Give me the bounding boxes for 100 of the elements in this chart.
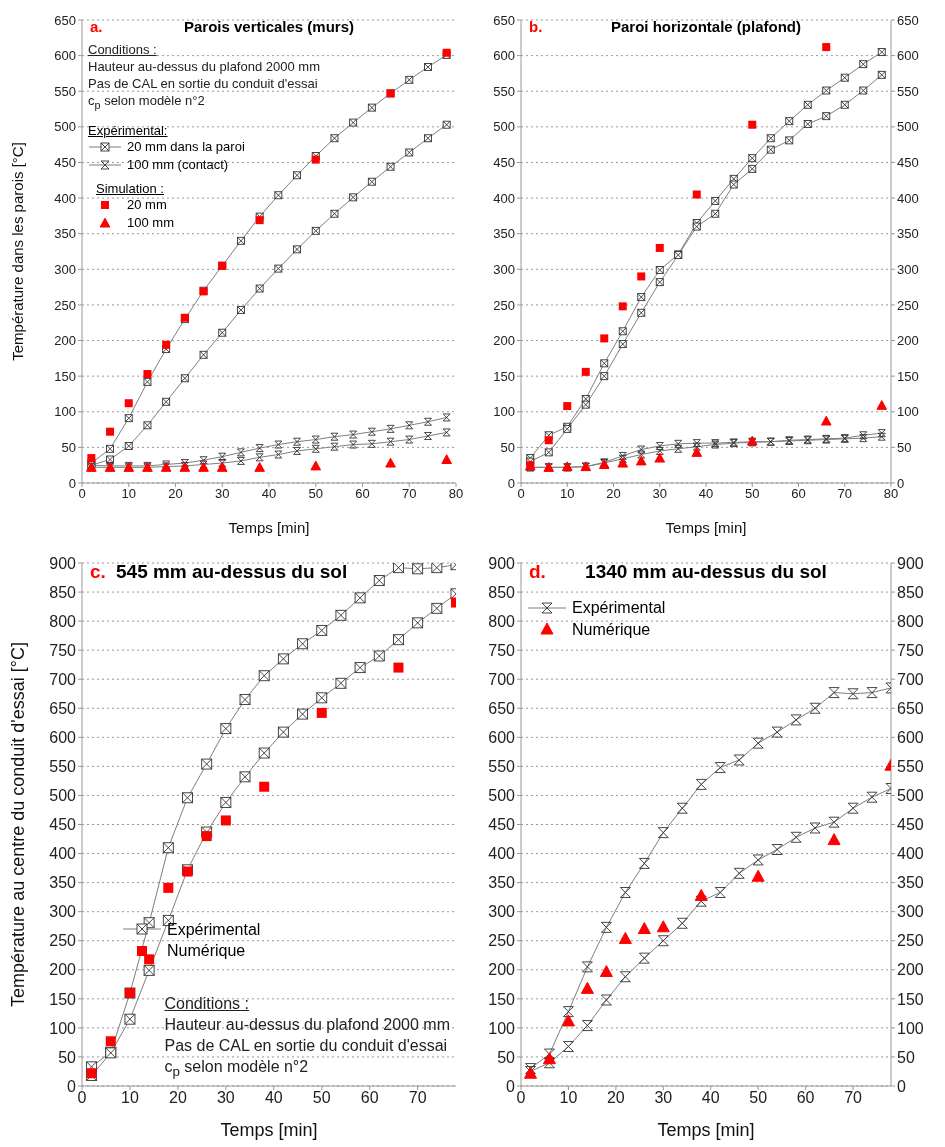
y-tick-label: 300 <box>493 261 515 277</box>
y-tick-label: 450 <box>49 816 77 834</box>
y2-tick-label: 450 <box>897 816 924 834</box>
y-tick-label: 50 <box>500 440 515 455</box>
y-tick-label: 650 <box>488 699 516 717</box>
y-tick-label: 450 <box>493 155 515 171</box>
x-tick-label: 80 <box>448 486 464 502</box>
y-tick-label: 100 <box>49 1019 77 1037</box>
y-tick-label: 550 <box>488 758 516 776</box>
y2-tick-label: 800 <box>897 612 924 630</box>
y-tick-label: 250 <box>54 297 76 313</box>
y-tick-label: 500 <box>49 787 77 805</box>
y-tick-label: 350 <box>493 226 515 242</box>
y-tick-label: 400 <box>488 845 516 863</box>
x-tick-label: 10 <box>121 486 136 502</box>
y-tick-label: 750 <box>49 641 77 659</box>
y-tick-label: 500 <box>488 787 516 805</box>
x-axis-title: Temps [min] <box>220 1120 318 1140</box>
annotation: Expérimental: <box>88 123 169 139</box>
y2-tick-label: 200 <box>897 961 924 979</box>
y2-tick-label: 150 <box>897 990 924 1008</box>
annotation: Pas de CAL en sortie du conduit d'essai <box>88 75 319 93</box>
y2-tick-label: 650 <box>897 699 924 717</box>
y-tick-label: 900 <box>49 554 77 572</box>
x-tick-label: 10 <box>560 486 575 502</box>
y2-tick-label: 550 <box>897 83 919 99</box>
y-axis-title: Température dans les parois [°C] <box>9 142 27 361</box>
y-tick-label: 850 <box>49 583 77 601</box>
x-tick-label: 50 <box>308 486 323 502</box>
x-tick-label: 40 <box>264 1089 283 1107</box>
chart-title: Parois verticales (murs) <box>183 18 355 35</box>
y-tick-label: 550 <box>54 83 76 99</box>
y-tick-label: 400 <box>493 190 515 206</box>
x-tick-label: 40 <box>701 1089 720 1107</box>
y-tick-label: 0 <box>506 1077 516 1095</box>
y-tick-label: 250 <box>488 932 516 950</box>
annotation: Pas de CAL en sortie du conduit d'essai <box>164 1035 449 1056</box>
x-tick-label: 20 <box>168 486 183 502</box>
y-tick-label: 50 <box>61 440 76 455</box>
y-tick-label: 300 <box>488 903 516 921</box>
y2-tick-label: 700 <box>897 670 924 688</box>
x-tick-label: 30 <box>652 486 667 502</box>
y-tick-label: 150 <box>493 368 515 384</box>
y2-tick-label: 250 <box>897 932 924 950</box>
legend-label: 100 mm <box>127 213 174 232</box>
x-tick-label: 70 <box>408 1089 427 1107</box>
y2-tick-label: 350 <box>897 226 919 242</box>
x-tick-label: 80 <box>883 486 899 502</box>
annotation: Simulation : <box>96 181 165 197</box>
y2-tick-label: 500 <box>897 119 919 135</box>
annotation: b. <box>529 18 543 35</box>
y-tick-label: 600 <box>493 48 515 64</box>
y2-tick-label: 850 <box>897 583 924 601</box>
y2-tick-label: 50 <box>897 440 912 455</box>
x-tick-label: 10 <box>121 1089 139 1107</box>
y-tick-label: 500 <box>54 119 76 135</box>
x-tick-label: 50 <box>745 486 760 502</box>
x-tick-label: 60 <box>796 1089 815 1107</box>
y-tick-label: 250 <box>493 297 515 313</box>
y2-tick-label: 550 <box>897 758 924 776</box>
y2-tick-label: 600 <box>897 48 919 64</box>
y-tick-label: 300 <box>49 903 77 921</box>
legend-label: 20 mm <box>127 196 167 214</box>
y-tick-label: 600 <box>54 48 76 64</box>
x-tick-label: 70 <box>402 486 417 502</box>
x-tick-label: 50 <box>749 1089 768 1107</box>
y-tick-label: 350 <box>54 226 76 242</box>
y-tick-label: 0 <box>507 475 515 491</box>
annotation: c$_{p}$ selon modèle n°2 <box>164 1056 310 1080</box>
y-tick-label: 100 <box>493 404 515 420</box>
legend-label: 20 mm dans la paroi <box>127 138 245 156</box>
x-tick-label: 40 <box>261 486 277 502</box>
y-tick-label: 800 <box>488 612 516 630</box>
y-tick-label: 550 <box>493 83 515 99</box>
y-tick-label: 400 <box>54 190 76 206</box>
y-tick-label: 200 <box>54 333 76 349</box>
y2-tick-label: 0 <box>897 1077 906 1095</box>
y2-tick-label: 200 <box>897 333 919 349</box>
y-tick-label: 700 <box>488 670 516 688</box>
y2-tick-label: 650 <box>897 12 919 28</box>
annotation: d. <box>529 561 546 583</box>
legend-label: Numérique <box>167 941 246 962</box>
y2-tick-label: 100 <box>897 1019 924 1037</box>
x-axis-title: Temps [min] <box>657 1120 755 1140</box>
y-tick-label: 650 <box>54 12 76 28</box>
y-tick-label: 400 <box>49 845 77 863</box>
y2-tick-label: 100 <box>897 404 919 420</box>
y-axis-title: Température au centre du conduit d'essai [°C] <box>8 642 29 1007</box>
chart-title: 1340 mm au-dessus du sol <box>585 561 827 582</box>
y2-tick-label: 400 <box>897 845 924 863</box>
x-tick-label: 60 <box>355 486 370 502</box>
annotation: Hauteur au-dessus du plafond 2000 mm <box>164 1014 450 1035</box>
y-tick-label: 900 <box>488 554 516 572</box>
y-tick-label: 350 <box>49 874 77 892</box>
x-tick-label: 30 <box>654 1089 673 1107</box>
y-tick-label: 0 <box>68 475 76 491</box>
y-tick-label: 450 <box>54 155 76 171</box>
y-tick-label: 500 <box>493 119 515 135</box>
y2-tick-label: 400 <box>897 190 919 206</box>
y-tick-label: 50 <box>58 1048 77 1066</box>
